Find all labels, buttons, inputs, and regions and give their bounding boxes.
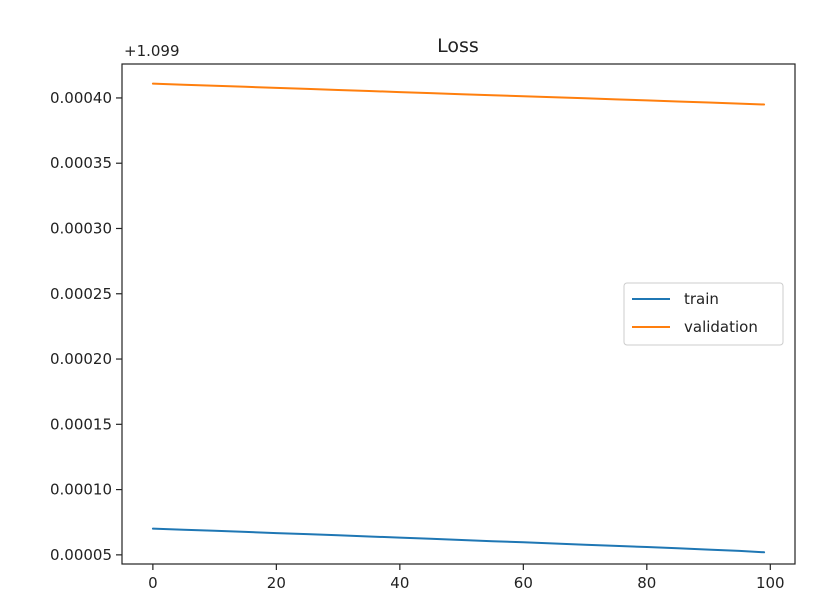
y-tick-label: 0.00020 — [50, 350, 112, 368]
y-tick-label: 0.00030 — [50, 219, 112, 237]
y-axis-offset-text: +1.099 — [124, 42, 180, 60]
x-tick-label: 100 — [756, 574, 785, 592]
axes-frame — [121, 63, 796, 565]
chart-title: Loss — [437, 35, 479, 57]
legend-label-validation: validation — [684, 318, 758, 336]
x-tick-label: 20 — [267, 574, 286, 592]
y-tick-label: 0.00005 — [50, 546, 112, 564]
series-layer — [151, 82, 766, 554]
y-tick-label: 0.00025 — [50, 285, 112, 303]
y-tick-label: 0.00040 — [50, 89, 112, 107]
axes-layer: 0 20 40 60 80 100 0.00005 0.00010 0.00015 0.00020… — [50, 63, 796, 592]
x-tick-label: 40 — [390, 574, 409, 592]
legend-label-train: train — [684, 290, 719, 308]
y-tick-label: 0.00035 — [50, 154, 112, 172]
series-line-train — [151, 527, 766, 554]
x-tick-label: 80 — [637, 574, 656, 592]
x-tick-label: 60 — [514, 574, 533, 592]
legend: train validation — [623, 282, 784, 346]
y-tick-label: 0.00015 — [50, 415, 112, 433]
y-tick-label: 0.00010 — [50, 481, 112, 499]
x-tick-label: 0 — [148, 574, 158, 592]
series-line-validation — [151, 82, 766, 106]
